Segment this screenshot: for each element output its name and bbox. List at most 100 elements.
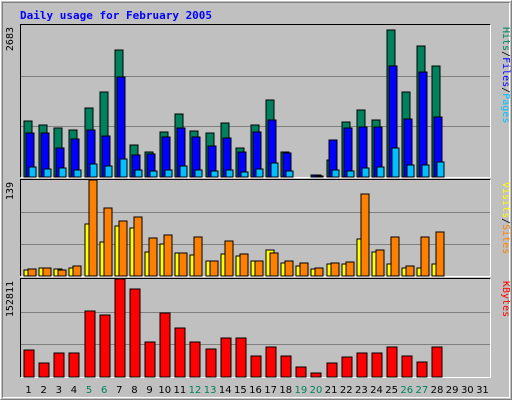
bar-pages — [270, 162, 279, 178]
plot-area — [21, 180, 490, 276]
chart-title: Daily usage for February 2005 — [20, 9, 212, 22]
plot-border-dark — [20, 179, 491, 277]
x-tick-label: 22 — [340, 385, 353, 396]
x-tick-label: 23 — [355, 385, 368, 396]
bar-kbytes — [220, 337, 232, 378]
x-tick-label: 4 — [71, 385, 77, 396]
bar-kbytes — [235, 337, 247, 378]
y-max-label-visits-sites: 139 — [5, 182, 16, 200]
bar-kbytes — [84, 310, 96, 378]
bar-sites — [314, 267, 324, 277]
bar-pages — [346, 170, 355, 178]
bar-sites — [269, 252, 279, 277]
plot-border-dark — [20, 24, 491, 178]
bar-pages — [391, 147, 400, 178]
bar-sites — [405, 265, 415, 277]
legend-item: / — [500, 218, 511, 224]
x-tick-label: 21 — [325, 385, 338, 396]
bar-pages — [194, 169, 203, 178]
bar-pages — [179, 165, 188, 178]
bar-kbytes — [371, 352, 383, 378]
bar-kbytes — [386, 346, 398, 378]
bar-kbytes — [326, 362, 338, 378]
bar-kbytes — [295, 366, 307, 378]
bar-kbytes — [356, 352, 368, 378]
bar-sites — [148, 237, 158, 277]
legend-item: KBytes — [500, 281, 511, 317]
bar-pages — [315, 175, 324, 178]
bar-sites — [390, 236, 400, 277]
bar-pages — [149, 170, 158, 178]
legend-item: Sites — [500, 224, 511, 254]
x-tick-label: 5 — [86, 385, 92, 396]
bar-pages — [255, 168, 264, 178]
bar-pages — [421, 164, 430, 178]
bar-pages — [225, 169, 234, 178]
bar-kbytes — [250, 355, 262, 378]
legend-item: / — [500, 87, 511, 93]
bar-pages — [406, 164, 415, 178]
panel-hits-files-pages — [20, 24, 491, 178]
bar-sites — [360, 193, 370, 277]
x-tick-label: 19 — [295, 385, 308, 396]
bar-pages — [73, 169, 82, 178]
x-tick-label: 26 — [400, 385, 413, 396]
bar-pages — [28, 166, 37, 178]
bar-files — [343, 127, 353, 178]
x-tick-label: 17 — [264, 385, 277, 396]
x-tick-label: 7 — [116, 385, 122, 396]
bar-sites — [118, 220, 128, 277]
plot-border-dark — [20, 278, 491, 378]
bar-sites — [345, 261, 355, 277]
legend-item: Visits — [500, 182, 511, 218]
x-tick-label: 13 — [204, 385, 217, 396]
legend-item: Hits — [500, 27, 511, 51]
bar-kbytes — [144, 341, 156, 378]
bar-pages — [43, 168, 52, 178]
x-tick-label: 10 — [158, 385, 171, 396]
legend-item: / — [500, 51, 511, 57]
x-tick-label: 15 — [234, 385, 247, 396]
legend-hits-files-pages: Hits/Files/Pages — [500, 27, 511, 123]
bar-pages — [210, 170, 219, 178]
x-tick-label: 29 — [446, 385, 459, 396]
bar-pages — [240, 171, 249, 178]
bar-sites — [284, 260, 294, 277]
bar-kbytes — [99, 314, 111, 378]
bar-kbytes — [431, 346, 443, 378]
x-tick-label: 6 — [101, 385, 107, 396]
x-tick-label: 25 — [385, 385, 398, 396]
x-tick-label: 3 — [56, 385, 62, 396]
bar-kbytes — [174, 327, 186, 378]
legend-visits-sites: Visits/Sites — [500, 182, 511, 254]
x-tick-label: 27 — [416, 385, 429, 396]
x-tick-label: 28 — [431, 385, 444, 396]
bar-pages — [119, 158, 128, 178]
x-tick-label: 14 — [219, 385, 232, 396]
bar-kbytes — [280, 355, 292, 378]
bar-pages — [89, 163, 98, 178]
bar-sites — [27, 268, 37, 277]
bar-sites — [163, 234, 173, 277]
legend-item: Files — [500, 57, 511, 87]
bar-kbytes — [38, 362, 50, 378]
bar-pages — [361, 167, 370, 178]
bar-pages — [331, 169, 340, 178]
bar-sites — [133, 216, 143, 277]
bar-sites — [193, 236, 203, 277]
bar-kbytes — [114, 278, 126, 378]
bar-sites — [42, 267, 52, 277]
bar-sites — [209, 260, 219, 277]
x-tick-label: 11 — [173, 385, 186, 396]
bar-sites — [88, 179, 98, 277]
x-tick-label: 2 — [41, 385, 47, 396]
bar-pages — [58, 167, 67, 178]
bar-sites — [224, 240, 234, 277]
legend-kbytes: KBytes — [500, 281, 511, 317]
bar-kbytes — [265, 346, 277, 378]
bar-sites — [239, 253, 249, 277]
